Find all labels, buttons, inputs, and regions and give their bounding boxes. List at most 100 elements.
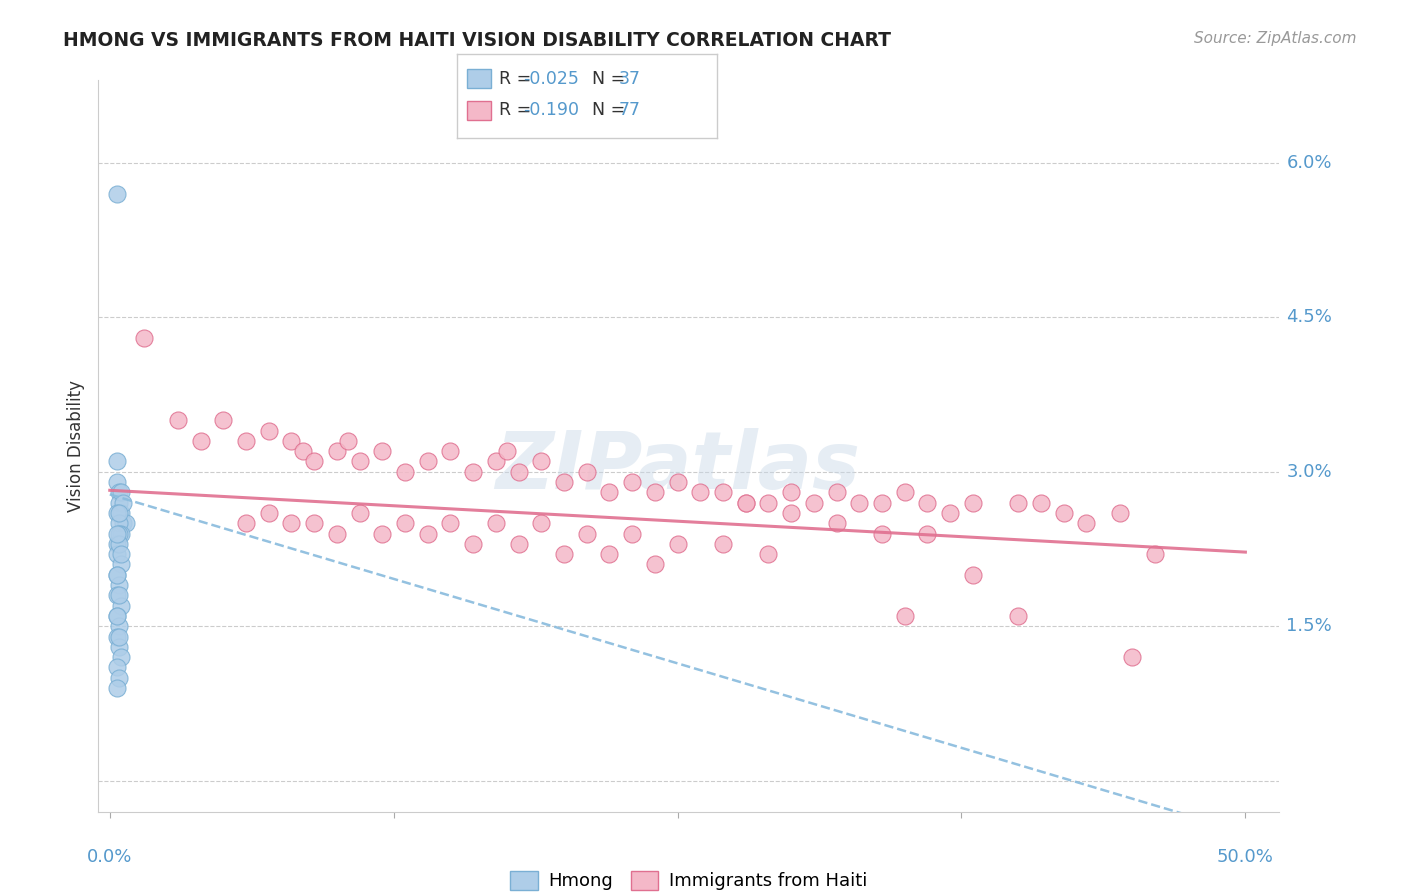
Text: ZIPatlas: ZIPatlas xyxy=(495,427,860,506)
Text: 4.5%: 4.5% xyxy=(1286,309,1331,326)
Point xyxy=(105,609,128,624)
Text: 37: 37 xyxy=(619,70,640,87)
Point xyxy=(112,516,135,531)
Point xyxy=(257,424,280,438)
Point xyxy=(803,496,825,510)
Point xyxy=(108,516,131,531)
Legend: Hmong, Immigrants from Haiti: Hmong, Immigrants from Haiti xyxy=(510,871,868,890)
Point xyxy=(105,660,128,674)
Point xyxy=(337,434,360,448)
Point xyxy=(1076,516,1098,531)
Text: R =: R = xyxy=(499,102,536,120)
Point xyxy=(108,537,131,551)
Point xyxy=(280,434,302,448)
Point xyxy=(105,547,128,561)
Point xyxy=(291,444,314,458)
Point xyxy=(598,547,620,561)
Point xyxy=(110,547,132,561)
Point xyxy=(575,465,598,479)
Point xyxy=(110,485,132,500)
Point xyxy=(105,454,128,468)
Point xyxy=(105,506,128,520)
Point xyxy=(962,496,984,510)
Point xyxy=(326,526,349,541)
Point xyxy=(1143,547,1166,561)
Point xyxy=(734,496,756,510)
Point xyxy=(666,475,689,489)
Point xyxy=(108,630,131,644)
Point xyxy=(108,506,131,520)
Point xyxy=(463,537,485,551)
Point xyxy=(530,516,553,531)
Point xyxy=(439,516,461,531)
Text: HMONG VS IMMIGRANTS FROM HAITI VISION DISABILITY CORRELATION CHART: HMONG VS IMMIGRANTS FROM HAITI VISION DI… xyxy=(63,31,891,50)
Point xyxy=(110,599,132,613)
Point xyxy=(870,496,893,510)
Point xyxy=(621,475,644,489)
Point xyxy=(110,526,132,541)
Point xyxy=(108,640,131,654)
Text: 0.0%: 0.0% xyxy=(87,847,132,866)
Point xyxy=(644,558,666,572)
Text: -0.190: -0.190 xyxy=(523,102,579,120)
Text: Source: ZipAtlas.com: Source: ZipAtlas.com xyxy=(1194,31,1357,46)
Point xyxy=(235,434,257,448)
Point xyxy=(114,516,136,531)
Point xyxy=(108,526,131,541)
Point xyxy=(553,475,575,489)
Text: 1.5%: 1.5% xyxy=(1286,617,1331,635)
Point xyxy=(280,516,302,531)
Point xyxy=(105,567,128,582)
Point xyxy=(575,526,598,541)
Point xyxy=(780,485,803,500)
Point xyxy=(530,454,553,468)
Text: N =: N = xyxy=(592,70,631,87)
Point xyxy=(132,331,155,345)
Point xyxy=(302,454,325,468)
Point xyxy=(394,516,416,531)
Y-axis label: Vision Disability: Vision Disability xyxy=(67,380,86,512)
Point xyxy=(105,588,128,602)
Point xyxy=(893,485,915,500)
Bar xyxy=(467,101,491,120)
Point xyxy=(917,496,939,510)
Point xyxy=(371,526,394,541)
Point xyxy=(1007,496,1029,510)
Point xyxy=(439,444,461,458)
Text: R =: R = xyxy=(499,70,536,87)
Point xyxy=(105,630,128,644)
Point xyxy=(508,465,530,479)
Point xyxy=(190,434,212,448)
Point xyxy=(780,506,803,520)
Point xyxy=(666,537,689,551)
Point xyxy=(110,558,132,572)
Text: 3.0%: 3.0% xyxy=(1286,463,1331,481)
Text: 77: 77 xyxy=(619,102,640,120)
Point xyxy=(758,547,780,561)
Point xyxy=(1109,506,1132,520)
Text: 6.0%: 6.0% xyxy=(1286,153,1331,171)
Text: 50.0%: 50.0% xyxy=(1218,847,1274,866)
Point xyxy=(689,485,711,500)
Point xyxy=(167,413,190,427)
Point xyxy=(108,671,131,685)
Point xyxy=(825,485,848,500)
Point xyxy=(644,485,666,500)
Point xyxy=(870,526,893,541)
Point xyxy=(1053,506,1076,520)
Point xyxy=(108,496,131,510)
Point xyxy=(212,413,235,427)
Point xyxy=(621,526,644,541)
Point xyxy=(110,650,132,665)
Text: -0.025: -0.025 xyxy=(523,70,579,87)
Point xyxy=(1121,650,1143,665)
Point xyxy=(485,516,508,531)
Point xyxy=(848,496,870,510)
Point xyxy=(962,567,984,582)
Point xyxy=(893,609,915,624)
Point xyxy=(105,475,128,489)
Point xyxy=(326,444,349,458)
Point xyxy=(108,619,131,633)
Point xyxy=(508,537,530,551)
Point xyxy=(463,465,485,479)
